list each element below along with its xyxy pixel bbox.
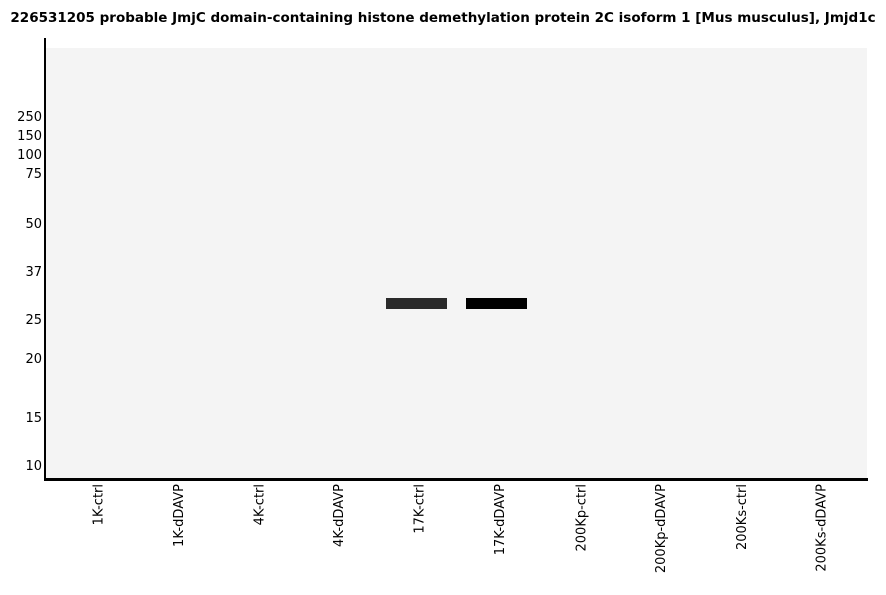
x-tick-label: 200Kp-dDAVP: [654, 484, 669, 574]
y-tick-label: 50: [25, 217, 42, 232]
y-tick-label: 15: [25, 411, 42, 426]
x-tick-label: 200Ks-dDAVP: [815, 484, 830, 572]
x-tick-label: 17K-dDAVP: [493, 484, 508, 556]
y-tick-label: 150: [17, 129, 42, 144]
y-tick-label: 250: [17, 110, 42, 125]
y-tick-label: 37: [25, 265, 42, 280]
x-tick-label: 4K-ctrl: [252, 484, 267, 526]
protein-band: [466, 298, 527, 309]
x-tick-label: 1K-dDAVP: [172, 484, 187, 547]
x-tick-label: 1K-ctrl: [91, 484, 106, 526]
y-tick-label: 25: [25, 313, 42, 328]
y-tick-label: 10: [25, 459, 42, 474]
x-tick-label: 200Ks-ctrl: [735, 484, 750, 551]
x-tick-label: 4K-dDAVP: [332, 484, 347, 547]
figure-title: 226531205 probable JmjC domain-containin…: [10, 10, 876, 26]
x-axis-line: [44, 478, 868, 481]
y-tick-label: 20: [25, 352, 42, 367]
protein-band: [386, 298, 447, 309]
x-tick-label: 17K-ctrl: [413, 484, 428, 534]
y-tick-label: 100: [17, 148, 42, 163]
y-axis-line: [44, 38, 46, 481]
y-tick-label: 75: [25, 167, 42, 182]
x-tick-label: 200Kp-ctrl: [574, 484, 589, 552]
plot-area: [46, 48, 867, 478]
